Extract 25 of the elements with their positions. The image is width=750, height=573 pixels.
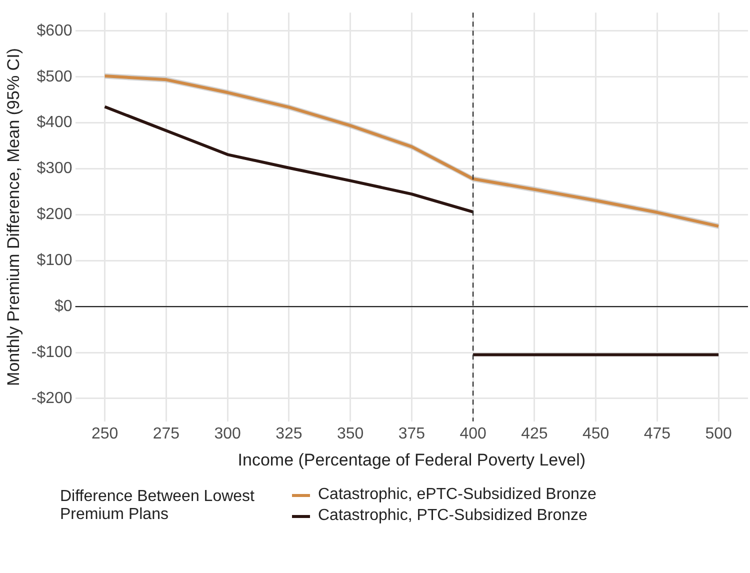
y-tick-label: $400 xyxy=(36,114,72,132)
y-tick-label: $200 xyxy=(36,206,72,224)
x-tick-label: 300 xyxy=(214,425,241,442)
y-tick-label: -$100 xyxy=(31,344,72,361)
y-tick-label: $500 xyxy=(36,68,72,86)
y-tick-label: $0 xyxy=(54,298,72,315)
x-tick-label: 375 xyxy=(398,425,426,442)
y-tick-label: $300 xyxy=(36,160,72,178)
x-tick-label: 350 xyxy=(336,425,364,442)
y-tick-label: $600 xyxy=(36,22,72,40)
legend-label: Catastrophic, PTC-Subsidized Bronze xyxy=(318,507,588,525)
y-tick-label: $100 xyxy=(36,252,72,270)
x-tick-label: 475 xyxy=(644,425,671,442)
x-axis-title: Income (Percentage of Federal Poverty Level) xyxy=(238,450,586,470)
y-tick-label: -$200 xyxy=(31,390,72,407)
x-tick-label: 425 xyxy=(521,425,548,442)
y-axis-title: Monthly Premium Difference, Mean (95% CI) xyxy=(4,48,23,386)
legend-label: Catastrophic, ePTC-Subsidized Bronze xyxy=(318,486,596,504)
x-tick-label: 325 xyxy=(276,425,302,442)
legend-title: Difference Between Lowest Premium Plans xyxy=(60,488,256,524)
x-tick-label: 500 xyxy=(705,425,732,442)
x-tick-label: 400 xyxy=(460,425,486,442)
x-tick-label: 450 xyxy=(582,425,610,442)
x-tick-label: 275 xyxy=(152,425,180,442)
x-tick-label: 250 xyxy=(91,425,118,442)
